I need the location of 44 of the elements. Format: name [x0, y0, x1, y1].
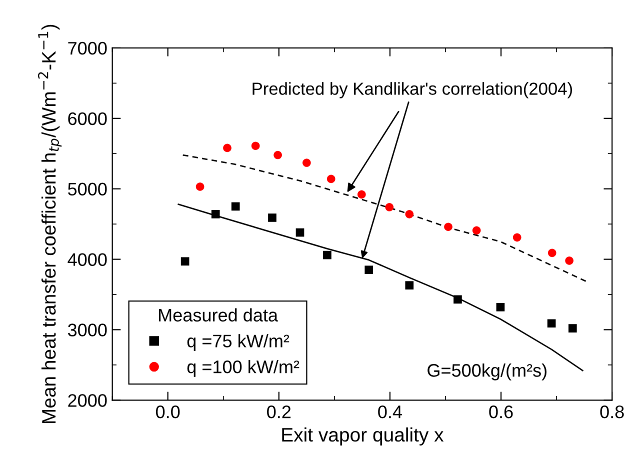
point: [364, 266, 374, 274]
annotation: G=500kg/(m²s): [428, 364, 546, 380]
point: [180, 257, 190, 266]
point: [251, 142, 260, 150]
point: [512, 233, 522, 242]
point: [357, 190, 366, 199]
point: [405, 210, 414, 218]
point: [568, 324, 577, 332]
y-axis-title: Mean heat transfer coefficient h$_{tp}$/(Wm$^{−2}$-K$^{−1}$): [38, 24, 62, 424]
point: [496, 303, 505, 312]
legend-title: Measured data: [159, 308, 278, 322]
point: [196, 182, 204, 191]
point: [223, 144, 232, 152]
legend-label: q =100 kW/m²: [187, 360, 300, 377]
point: [274, 150, 282, 160]
y-tick-label: 3000: [68, 324, 107, 336]
point: [268, 214, 276, 222]
x-tick-label: 0.8: [600, 405, 624, 418]
point: [405, 281, 414, 290]
point: [323, 250, 332, 260]
x-tick-label: 0.4: [378, 405, 402, 418]
y-tick-label: 7000: [68, 42, 107, 55]
annotation: Predicted by Kandlikar's correlation(2004): [252, 82, 572, 98]
point: [565, 256, 574, 265]
point: [231, 202, 240, 211]
point: [454, 295, 462, 304]
x-axis-title: Exit vapor quality x: [282, 427, 444, 446]
point: [444, 222, 452, 232]
y-tick-label: 6000: [68, 112, 107, 126]
x-tick-label: 0.0: [156, 405, 180, 418]
point: [302, 158, 311, 167]
point: [385, 202, 394, 212]
y-tick-label: 4000: [68, 253, 107, 266]
y-tick-label: 2000: [68, 394, 107, 407]
point: [326, 174, 336, 184]
point: [547, 319, 556, 328]
y-tick-label: 5000: [68, 182, 107, 196]
x-tick-label: 0.2: [267, 405, 291, 418]
legend-label: q =75 kW/m²: [187, 334, 290, 351]
point: [472, 226, 481, 235]
point: [548, 248, 556, 258]
point: [296, 228, 304, 237]
point: [211, 210, 220, 218]
x-tick-label: 0.6: [489, 405, 513, 418]
